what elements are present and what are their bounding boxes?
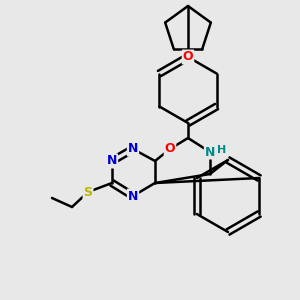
Text: N: N bbox=[128, 142, 138, 155]
Text: N: N bbox=[205, 146, 215, 158]
Text: N: N bbox=[128, 190, 138, 202]
Text: S: S bbox=[83, 185, 92, 199]
Text: O: O bbox=[165, 142, 175, 155]
Text: O: O bbox=[183, 50, 193, 64]
Text: H: H bbox=[218, 145, 226, 155]
Text: N: N bbox=[107, 154, 117, 167]
